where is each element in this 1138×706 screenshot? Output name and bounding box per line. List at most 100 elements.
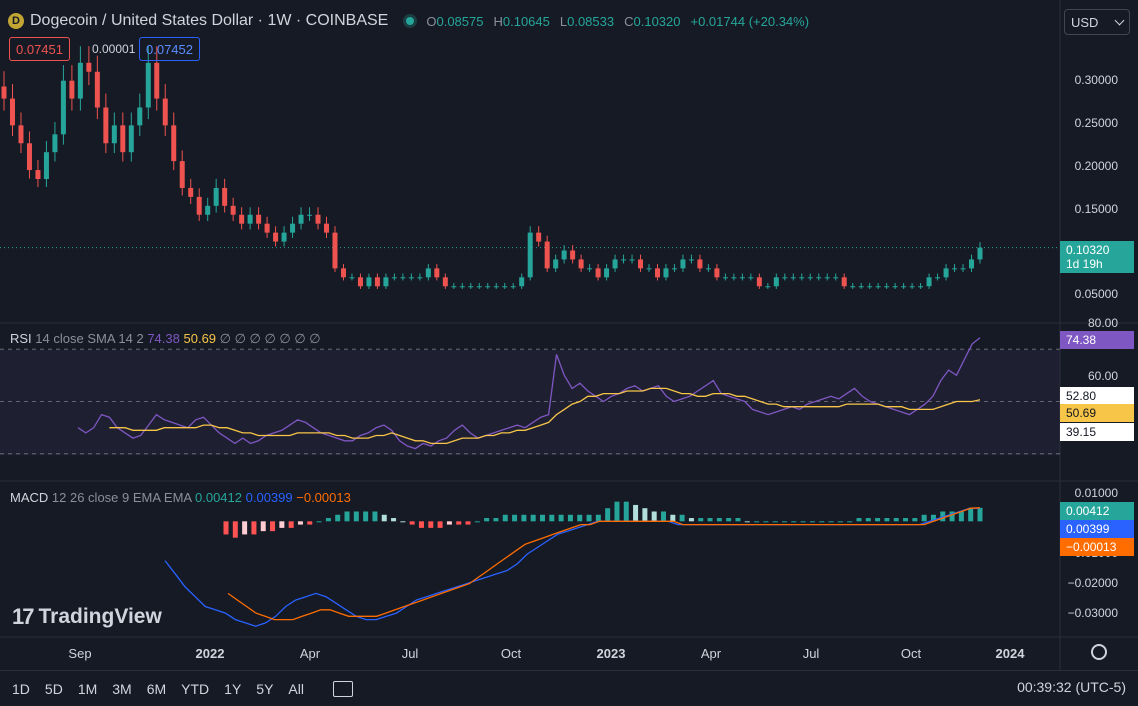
candle bbox=[230, 205, 236, 215]
macd-histogram-bar bbox=[428, 521, 434, 528]
candle bbox=[9, 98, 15, 126]
rsi-sma-tag: 50.69 bbox=[1060, 404, 1134, 422]
price-axis-label: 0.05000 bbox=[1074, 287, 1118, 301]
buy-price-button[interactable]: 0.07452 bbox=[139, 37, 200, 61]
candle bbox=[383, 277, 389, 287]
macd-histogram-bar bbox=[679, 514, 685, 522]
price-axis-label: 0.15000 bbox=[1074, 202, 1118, 216]
candle bbox=[629, 259, 635, 261]
market-status-icon[interactable] bbox=[406, 17, 415, 25]
chart-grid bbox=[0, 0, 1138, 670]
macd-histogram-bar bbox=[232, 521, 238, 538]
dogecoin-icon[interactable]: D bbox=[8, 13, 24, 29]
candle bbox=[604, 268, 610, 278]
candle bbox=[145, 62, 151, 108]
macd-histogram-bar bbox=[847, 521, 853, 523]
macd-histogram-bar bbox=[949, 511, 955, 522]
macd-histogram-bar bbox=[577, 514, 583, 522]
candle bbox=[77, 62, 83, 99]
macd-histogram-bar bbox=[456, 521, 462, 525]
timeframe-1d[interactable]: 1D bbox=[12, 680, 30, 697]
candle bbox=[324, 223, 330, 233]
macd-histogram-bar bbox=[484, 518, 490, 522]
price-axis-label: 0.30000 bbox=[1074, 73, 1118, 87]
time-axis-label: 2022 bbox=[195, 646, 225, 661]
open-value: 0.08575 bbox=[436, 13, 484, 29]
candle bbox=[307, 214, 313, 216]
macd-histogram-bar bbox=[335, 514, 341, 522]
macd-legend[interactable]: MACD 12 26 close 9 EMA EMA 0.00412 0.003… bbox=[10, 490, 351, 505]
date-range-calendar-icon[interactable] bbox=[332, 680, 353, 697]
candle bbox=[281, 232, 287, 242]
macd-histogram-bar bbox=[512, 514, 518, 522]
macd-histogram-bar bbox=[921, 514, 927, 522]
candle bbox=[357, 277, 363, 287]
sell-price-button[interactable]: 0.07451 bbox=[9, 37, 70, 61]
macd-histogram-bar bbox=[837, 521, 843, 523]
rsi-params: 14 close SMA 14 2 bbox=[35, 331, 144, 346]
macd-histogram-bar bbox=[474, 521, 480, 523]
candle bbox=[349, 277, 355, 279]
candle bbox=[875, 286, 881, 288]
timezone-clock[interactable]: 00:39:32 (UTC-5) bbox=[1017, 679, 1126, 695]
timeframe-6m[interactable]: 6M bbox=[146, 680, 167, 697]
timeframe-ytd[interactable]: YTD bbox=[181, 680, 210, 697]
macd-histogram-bar bbox=[930, 514, 936, 522]
timeframe-1m[interactable]: 1M bbox=[77, 680, 98, 697]
candle bbox=[833, 277, 839, 279]
candle bbox=[960, 268, 966, 270]
price-change: +0.01744 (+20.34%) bbox=[690, 13, 810, 29]
candle bbox=[756, 277, 762, 287]
ohlc-low: L0.08533 bbox=[560, 14, 620, 29]
currency-select[interactable]: USD bbox=[1064, 9, 1130, 35]
candle bbox=[366, 277, 372, 287]
candle bbox=[816, 277, 822, 279]
rsi-extra-values: ∅ ∅ ∅ ∅ ∅ ∅ ∅ bbox=[219, 331, 321, 346]
macd-histogram-bar bbox=[549, 514, 555, 522]
timeframe-3m[interactable]: 3M bbox=[112, 680, 132, 697]
candle bbox=[646, 268, 652, 270]
macd-histogram-bar bbox=[819, 521, 825, 523]
macd-params: 12 26 close 9 EMA EMA bbox=[51, 490, 192, 505]
macd-histogram-bar bbox=[595, 514, 601, 522]
candle bbox=[544, 241, 550, 269]
candle bbox=[196, 196, 202, 215]
candle bbox=[519, 277, 525, 287]
candles-layer bbox=[0, 46, 1060, 289]
candle bbox=[86, 62, 92, 72]
candle bbox=[841, 277, 847, 287]
timeframe-5y[interactable]: 5Y bbox=[256, 680, 274, 697]
ohlc-close: C0.10320 bbox=[624, 14, 686, 29]
candle bbox=[18, 125, 24, 144]
macd-histogram-bar bbox=[716, 518, 722, 522]
timeframe-all[interactable]: All bbox=[288, 680, 304, 697]
settings-gear-icon[interactable] bbox=[1091, 644, 1107, 660]
candle bbox=[858, 286, 864, 288]
rsi-axis-label: 60.00 bbox=[1087, 369, 1118, 383]
ohlc-open: O0.08575 bbox=[426, 14, 489, 29]
timeframe-5d[interactable]: 5D bbox=[44, 680, 63, 697]
macd-histogram-bar bbox=[288, 521, 294, 528]
candle bbox=[901, 286, 907, 288]
macd-histogram-bar bbox=[763, 521, 769, 523]
candle bbox=[587, 268, 593, 270]
macd-hist-tag: 0.00412 bbox=[1060, 502, 1134, 520]
candle bbox=[391, 277, 397, 279]
rsi-legend[interactable]: RSI 14 close SMA 14 2 74.38 50.69 ∅ ∅ ∅ … bbox=[10, 331, 321, 347]
candle bbox=[52, 134, 58, 153]
macd-histogram-bar bbox=[502, 514, 508, 522]
low-value: 0.08533 bbox=[567, 13, 615, 29]
rsi-upper-band-tag: 52.80 bbox=[1060, 387, 1134, 405]
timeframe-1y[interactable]: 1Y bbox=[224, 680, 242, 697]
candle bbox=[273, 232, 279, 242]
candle bbox=[26, 143, 32, 171]
candle bbox=[60, 80, 66, 135]
rsi-value-tag: 74.38 bbox=[1060, 331, 1134, 349]
candle bbox=[969, 259, 975, 269]
candle bbox=[468, 286, 474, 288]
candle bbox=[94, 71, 100, 108]
macd-title: MACD bbox=[10, 490, 49, 505]
symbol-title[interactable]: Dogecoin / United States Dollar · 1W · C… bbox=[30, 12, 389, 29]
price-axis-label: 0.20000 bbox=[1074, 159, 1118, 173]
